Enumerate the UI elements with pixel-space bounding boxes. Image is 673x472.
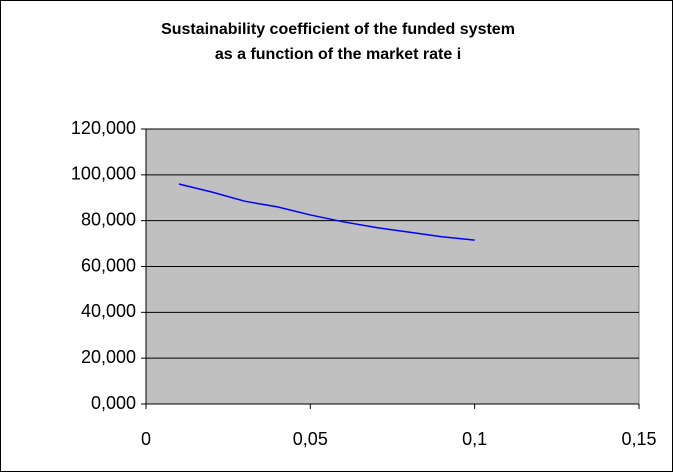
y-tick-label: 120,000 (71, 118, 136, 138)
y-tick-label: 20,000 (81, 347, 136, 367)
x-tick-label: 0,15 (621, 429, 656, 449)
chart-title: as a function of the market rate i (215, 46, 461, 63)
x-tick-label: 0 (141, 429, 151, 449)
y-tick-label: 0,000 (91, 393, 136, 413)
chart-title: Sustainability coefficient of the funded… (161, 21, 515, 38)
y-tick-label: 60,000 (81, 255, 136, 275)
y-tick-label: 40,000 (81, 301, 136, 321)
data-line (178, 183, 475, 241)
x-tick-label: 0,1 (462, 429, 487, 449)
x-tick-label: 0,05 (293, 429, 328, 449)
y-tick-label: 80,000 (81, 209, 136, 229)
y-tick-label: 100,000 (71, 164, 136, 184)
